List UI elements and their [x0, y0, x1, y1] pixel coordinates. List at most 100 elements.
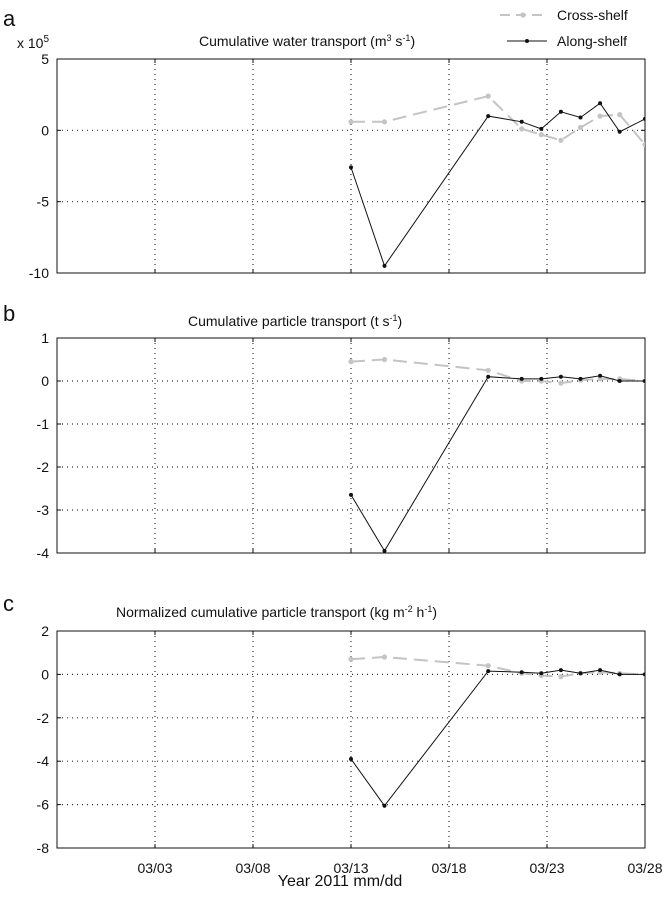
panel-a-axes: -10 -5 0 5 [29, 51, 646, 281]
y-tick-label: -8 [37, 840, 50, 856]
y-tick-label: -4 [37, 753, 50, 769]
y-tick-label: -2 [37, 710, 50, 726]
series-line-along-shelf [350, 375, 645, 552]
data-point-along-shelf [539, 671, 544, 676]
legend-along-shelf-label: Along-shelf [557, 33, 627, 49]
y-tick-label: 0 [41, 373, 49, 389]
data-point-along-shelf [519, 670, 524, 675]
data-point-cross-shelf [538, 132, 544, 138]
data-point-along-shelf [643, 379, 645, 383]
data-point-cross-shelf [597, 113, 603, 119]
data-point-along-shelf [349, 492, 353, 497]
data-point-along-shelf [519, 119, 524, 124]
y-tick-label: -4 [37, 545, 50, 561]
data-point-along-shelf [598, 101, 603, 106]
data-point-along-shelf [519, 376, 524, 381]
panel-letter-c: c [3, 591, 14, 616]
data-point-cross-shelf [381, 119, 388, 125]
data-point-along-shelf [539, 376, 544, 381]
y-tick-label: -1 [37, 416, 50, 432]
data-point-along-shelf [486, 374, 491, 379]
data-point-along-shelf [539, 126, 544, 131]
series-cross-shelf [348, 654, 645, 680]
panel-letter-b: b [3, 301, 15, 326]
y-tick-label: 1 [41, 330, 49, 346]
panel-a-multiplier: x 105 [17, 34, 49, 51]
legend: Cross-shelf Along-shelf [500, 7, 628, 49]
data-point-along-shelf [558, 374, 563, 379]
data-point-cross-shelf [577, 124, 584, 131]
data-point-along-shelf [617, 379, 622, 383]
x-tick-label: 03/23 [529, 860, 564, 876]
data-point-along-shelf [349, 757, 353, 761]
data-point-cross-shelf [348, 359, 354, 365]
series-along-shelf [349, 101, 645, 268]
series-along-shelf [349, 373, 645, 553]
x-tick-label: 03/03 [137, 860, 172, 876]
axes-frame [56, 630, 646, 849]
data-point-cross-shelf [485, 367, 491, 373]
data-point-along-shelf [558, 668, 563, 673]
data-point-along-shelf [578, 115, 583, 120]
series-cross-shelf [348, 93, 645, 148]
data-point-cross-shelf [642, 142, 645, 148]
x-axis-label: Year 2011 mm/dd [278, 873, 403, 890]
data-point-along-shelf [578, 671, 583, 676]
x-tick-label: 03/08 [235, 860, 270, 876]
data-point-cross-shelf [348, 119, 354, 125]
data-point-along-shelf [578, 376, 583, 381]
y-tick-label: -2 [37, 459, 50, 475]
y-tick-label: -3 [37, 502, 50, 518]
data-point-cross-shelf [558, 137, 564, 143]
x-tick-label: 03/18 [431, 860, 466, 876]
data-point-cross-shelf [381, 356, 388, 363]
panel-a-title: Cumulative water transport (m3 s-1) [199, 33, 415, 49]
data-point-cross-shelf [519, 126, 525, 132]
series-along-shelf [349, 668, 645, 808]
series-line-cross-shelf [351, 94, 645, 146]
data-point-cross-shelf [597, 376, 603, 382]
data-point-along-shelf [349, 165, 353, 170]
data-point-cross-shelf [485, 663, 491, 669]
data-point-along-shelf [486, 669, 491, 674]
series-line-along-shelf [350, 102, 645, 268]
data-point-cross-shelf [558, 380, 564, 386]
data-point-cross-shelf [558, 674, 564, 680]
legend-along-shelf-marker [525, 39, 529, 43]
data-point-along-shelf [617, 129, 622, 134]
panel-b-title: Cumulative particle transport (t s-1) [188, 313, 402, 329]
panel-c-axes: -8 -6 -4 -2 0 2 03/03 03/08 03/13 03/18 03/23 03/28 [37, 623, 663, 876]
panel-letter-a: a [3, 6, 16, 31]
legend-cross-shelf-label: Cross-shelf [557, 7, 628, 23]
x-tick-label: 03/13 [333, 860, 368, 876]
data-point-along-shelf [643, 672, 645, 677]
y-tick-label: -6 [37, 797, 50, 813]
data-point-along-shelf [382, 548, 387, 553]
data-point-cross-shelf [617, 112, 623, 118]
y-tick-label: 5 [41, 51, 49, 67]
y-tick-label: 2 [41, 623, 49, 639]
axes-frame [56, 337, 646, 554]
y-tick-label: 0 [41, 666, 49, 682]
data-point-along-shelf [617, 672, 622, 677]
legend-cross-shelf-marker [520, 12, 526, 18]
data-point-along-shelf [643, 116, 645, 121]
axes-frame [56, 58, 646, 274]
y-tick-label: -5 [37, 194, 50, 210]
data-point-along-shelf [558, 109, 563, 114]
data-point-cross-shelf [348, 656, 354, 662]
data-point-along-shelf [598, 668, 603, 673]
data-point-along-shelf [598, 373, 603, 378]
data-point-cross-shelf [381, 654, 388, 660]
panel-b-axes: -4 -3 -2 -1 0 1 [37, 330, 646, 561]
data-point-along-shelf [382, 803, 387, 808]
data-point-along-shelf [486, 114, 491, 119]
y-tick-label: 0 [41, 122, 49, 138]
x-tick-label: 03/28 [627, 860, 662, 876]
panel-c-title: Normalized cumulative particle transport… [116, 604, 437, 620]
y-tick-label: -10 [29, 265, 49, 281]
series-line-along-shelf [350, 669, 645, 807]
data-point-cross-shelf [485, 93, 491, 99]
data-point-along-shelf [382, 263, 387, 268]
